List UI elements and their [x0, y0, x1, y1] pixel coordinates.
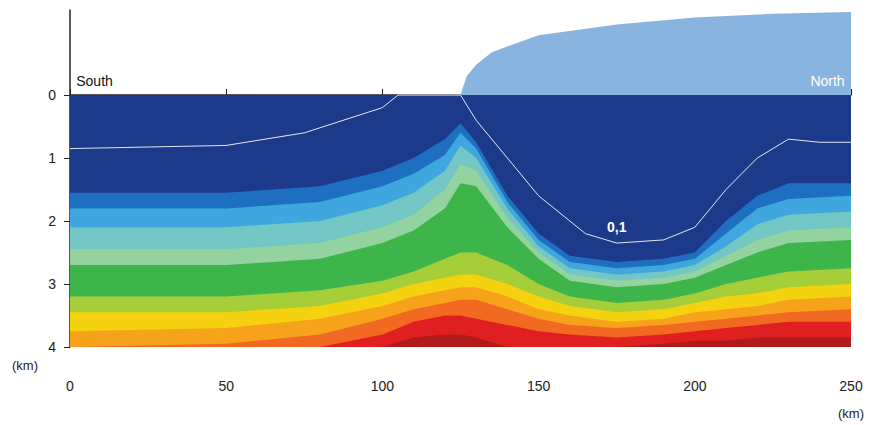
svg-text:250: 250: [839, 378, 863, 394]
svg-text:0,1: 0,1: [607, 219, 627, 235]
svg-text:4: 4: [48, 339, 56, 355]
svg-text:200: 200: [683, 378, 707, 394]
svg-text:3: 3: [48, 276, 56, 292]
svg-text:North: North: [810, 73, 844, 89]
svg-text:2: 2: [48, 213, 56, 229]
svg-text:150: 150: [527, 378, 551, 394]
svg-text:1: 1: [48, 150, 56, 166]
svg-text:0: 0: [48, 87, 56, 103]
svg-text:South: South: [76, 73, 113, 89]
svg-text:(km): (km): [838, 406, 864, 421]
svg-text:(km): (km): [12, 358, 38, 373]
svg-text:100: 100: [371, 378, 395, 394]
svg-text:50: 50: [218, 378, 234, 394]
svg-text:0: 0: [66, 378, 74, 394]
